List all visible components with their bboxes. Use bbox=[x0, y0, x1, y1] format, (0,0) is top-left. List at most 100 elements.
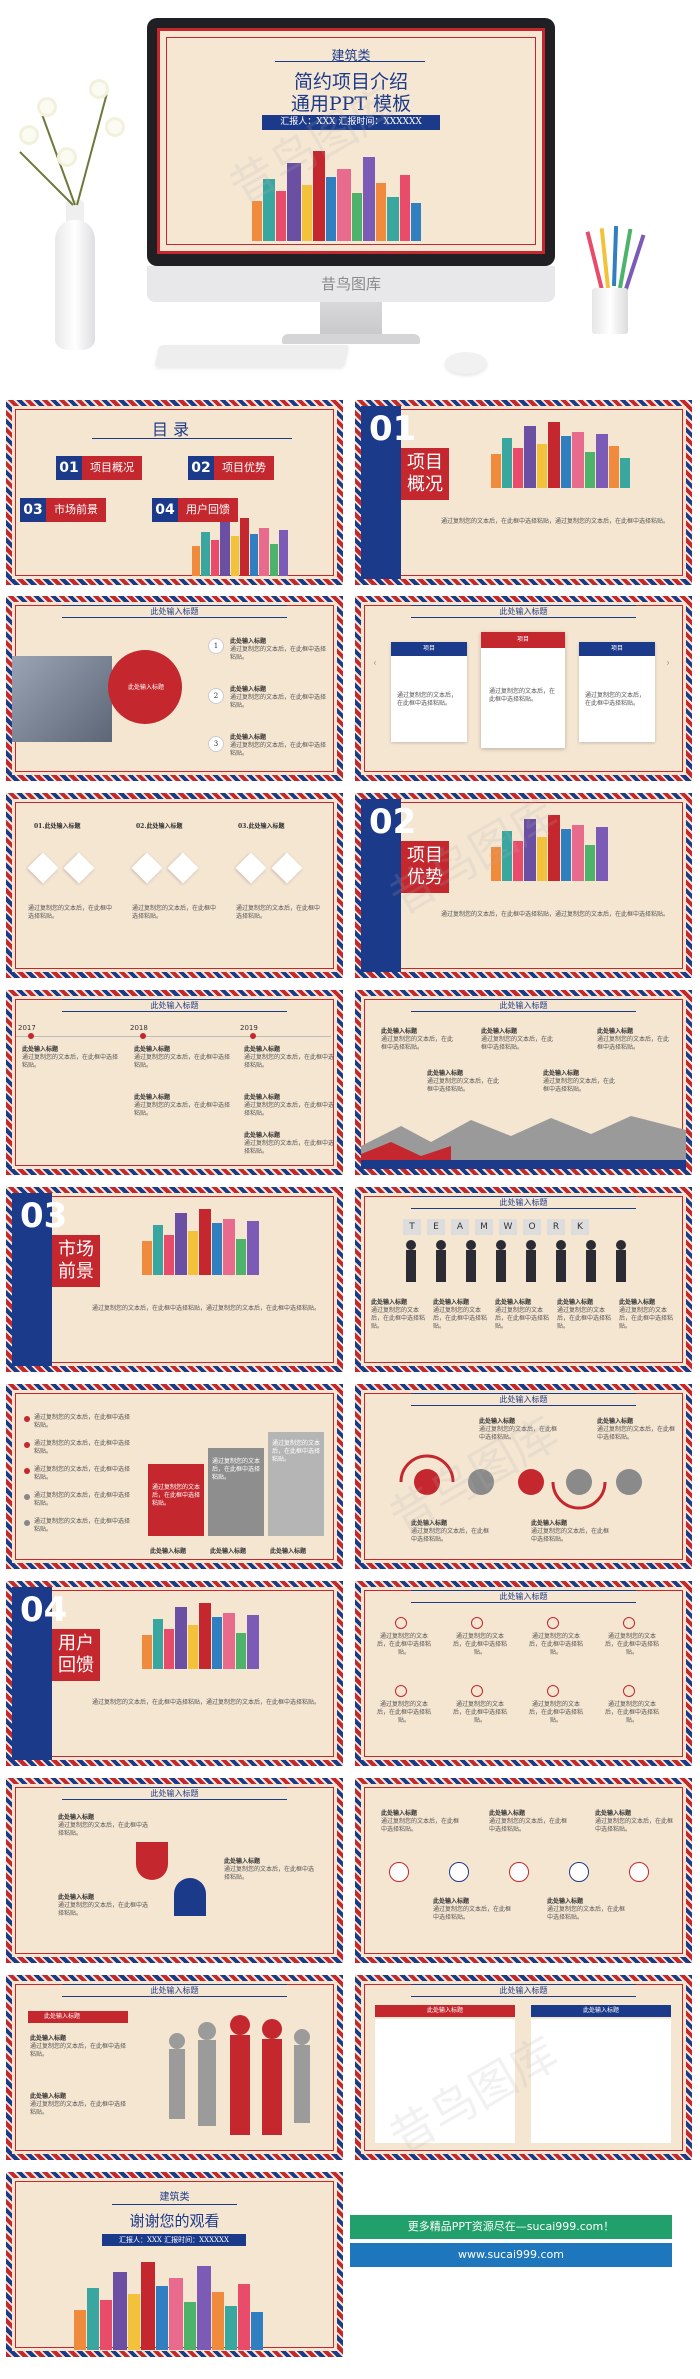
slide-toc[interactable]: 目 录 01 项目概况 02 项目优势 03 市场前景 04 用户回馈 bbox=[6, 400, 343, 585]
toc-num-03: 03 bbox=[20, 498, 46, 522]
section-number: 01 bbox=[369, 409, 417, 449]
milestone-text: 通过复制您的文本后，在此框中选择粘贴。 bbox=[597, 1036, 670, 1051]
slide-bubble-shapes[interactable]: 此处输入标题 此处输入标题 通过复制您的文本后，在此框中选择粘贴。 此处输入标题… bbox=[6, 1778, 343, 1963]
bullet-dot bbox=[24, 1520, 30, 1526]
toc-item-02[interactable]: 项目优势 bbox=[214, 456, 274, 480]
slide-ending[interactable]: 建筑类 谢谢您的观看 汇报人：XXX 汇报时间：XXXXXX bbox=[6, 2172, 343, 2357]
timeline-item-title: 此处输入标题 bbox=[134, 1094, 171, 1101]
hero-category: 建筑类 bbox=[331, 49, 371, 64]
header-rule-bottom bbox=[62, 1996, 287, 1997]
monitor-base bbox=[282, 334, 420, 344]
card-2[interactable]: 项目 通过复制您的文本后，在此框中选择粘贴。 bbox=[481, 632, 565, 748]
grid-text: 通过复制您的文本后，在此框中选择粘贴。 bbox=[529, 1633, 584, 1656]
city-skyline-illustration bbox=[252, 141, 421, 241]
header-rule-bottom bbox=[411, 1208, 636, 1209]
card-3[interactable]: 项目 通过复制您的文本后，在此框中选择粘贴。 bbox=[579, 642, 655, 742]
timeline-axis bbox=[16, 1036, 331, 1037]
bullet-dot bbox=[24, 1468, 30, 1474]
toc-item-03[interactable]: 市场前景 bbox=[46, 498, 106, 522]
member-title: 此处输入标题 bbox=[557, 1299, 594, 1306]
process-title: 此处输入标题 bbox=[411, 1520, 448, 1527]
milestone-text: 通过复制您的文本后，在此框中选择粘贴。 bbox=[427, 1078, 500, 1093]
laptop-photo bbox=[12, 656, 112, 742]
milestone-text: 通过复制您的文本后，在此框中选择粘贴。 bbox=[543, 1078, 616, 1093]
toc-item-04[interactable]: 用户回馈 bbox=[178, 498, 238, 522]
slide-gear-process[interactable]: 此处输入标题 此处输入标题 通过复制您的文本后，在此框中选择粘贴。 此处输入标题… bbox=[355, 1384, 692, 1569]
business-people-silhouettes bbox=[169, 2015, 310, 2135]
header-rule-bottom bbox=[411, 1405, 636, 1406]
card-3-tab: 项目 bbox=[579, 642, 655, 656]
slide-section-04[interactable]: 04 用户 回馈 通过复制您的文本后，在此框中选择粘贴，通过复制您的文本后，在此框… bbox=[6, 1581, 343, 1766]
slide-diamond-icons[interactable]: 01.此处输入标题 02.此处输入标题 03.此处输入标题 通过复制您的文本后，… bbox=[6, 793, 343, 978]
prev-arrow-icon[interactable]: ‹ bbox=[373, 658, 377, 669]
milestone-title: 此处输入标题 bbox=[481, 1028, 518, 1035]
bullet-text: 通过复制您的文本后，在此框中选择粘贴。 bbox=[34, 1492, 131, 1507]
header-rule-bottom bbox=[62, 1011, 287, 1012]
screen-border bbox=[166, 37, 536, 245]
mountain-silhouette bbox=[361, 1116, 686, 1169]
process-text: 通过复制您的文本后，在此框中选择粘贴。 bbox=[597, 1426, 676, 1441]
row-title: 此处输入标题 bbox=[381, 1810, 418, 1817]
grid-text: 通过复制您的文本后，在此框中选择粘贴。 bbox=[605, 1701, 660, 1724]
process-text: 通过复制您的文本后，在此框中选择粘贴。 bbox=[479, 1426, 558, 1441]
bubble-title: 此处输入标题 bbox=[58, 1814, 95, 1821]
bullet-text: 通过复制您的文本后，在此框中选择粘贴。 bbox=[34, 1414, 131, 1429]
member-title: 此处输入标题 bbox=[371, 1299, 408, 1306]
bubble-title: 此处输入标题 bbox=[224, 1858, 261, 1865]
toc-num-02: 02 bbox=[188, 456, 214, 480]
toc-item-01[interactable]: 项目概况 bbox=[82, 456, 142, 480]
ending-category: 建筑类 bbox=[159, 2192, 190, 2203]
step-block-light: 通过复制您的文本后，在此框中选择粘贴。 bbox=[268, 1432, 324, 1536]
milestone-title: 此处输入标题 bbox=[543, 1070, 580, 1077]
slide-two-panels[interactable]: 此处输入标题 此处输入标题 此处输入标题 bbox=[355, 1975, 692, 2160]
slide-frame bbox=[15, 802, 334, 969]
slide-mountain-timeline[interactable]: 此处输入标题 此处输入标题 通过复制您的文本后，在此框中选择粘贴。 此处输入标题… bbox=[355, 990, 692, 1175]
step-marker-1: 1 bbox=[208, 638, 224, 654]
mouse-icon bbox=[445, 352, 487, 374]
header-rule-top bbox=[62, 1984, 287, 1985]
flower-stem bbox=[76, 93, 108, 206]
timeline-item-title: 此处输入标题 bbox=[244, 1046, 281, 1053]
year-3: 2019 bbox=[240, 1024, 258, 1032]
city-skyline-illustration bbox=[491, 422, 630, 488]
member-title: 此处输入标题 bbox=[433, 1299, 470, 1306]
ending-title: 谢谢您的观看 bbox=[129, 2212, 220, 2230]
toc-rule bbox=[92, 438, 292, 439]
slide-frame bbox=[364, 1590, 683, 1757]
header-rule-top bbox=[411, 1393, 636, 1394]
slide-three-cards[interactable]: 此处输入标题 ‹ › 项目 通过复制您的文本后，在此框中选择粘贴。 项目 通过复… bbox=[355, 596, 692, 781]
slide-icon-row[interactable]: 此处输入标题 通过复制您的文本后，在此框中选择粘贴。 此处输入标题 通过复制您的… bbox=[355, 1778, 692, 1963]
promo-line-2[interactable]: www.sucai999.com bbox=[350, 2243, 672, 2267]
slide-bullets-steps[interactable]: 通过复制您的文本后，在此框中选择粘贴。 通过复制您的文本后，在此框中选择粘贴。 … bbox=[6, 1384, 343, 1569]
header-rule-bottom bbox=[411, 1996, 636, 1997]
slide-section-01[interactable]: 01 项目 概况 通过复制您的文本后，在此框中选择粘贴，通过复制您的文本后，在此框… bbox=[355, 400, 692, 585]
section-body-text: 通过复制您的文本后，在此框中选择粘贴，通过复制您的文本后，在此框中选择粘贴。 bbox=[441, 518, 670, 525]
hero-mockup: 建筑类 简约项目介绍 通用PPT 模板 汇报人：XXX 汇报时间：XXXXXX … bbox=[0, 0, 700, 392]
grid-text: 通过复制您的文本后，在此框中选择粘贴。 bbox=[605, 1633, 660, 1656]
vase-icon bbox=[55, 220, 95, 350]
step-1-text: 通过复制您的文本后，在此框中选择粘贴。 bbox=[230, 646, 327, 661]
bullet-text: 通过复制您的文本后，在此框中选择粘贴。 bbox=[34, 1466, 131, 1481]
slide-people-silhouettes[interactable]: 此处输入标题 此处输入标题 此处输入标题 通过复制您的文本后，在此框中选择粘贴。… bbox=[6, 1975, 343, 2160]
slide-timeline-years[interactable]: 此处输入标题 2017 2018 2019 此处输入标题 通过复制您的文本后，在… bbox=[6, 990, 343, 1175]
timeline-dot bbox=[140, 1033, 146, 1039]
panel-right-body bbox=[531, 2019, 671, 2143]
slide-section-02[interactable]: 02 项目 优势 通过复制您的文本后，在此框中选择粘贴，通过复制您的文本后，在此框… bbox=[355, 793, 692, 978]
slide-photo-steps[interactable]: 此处输入标题 此处输入标题 1 2 3 此处输入标题 通过复制您的文本后，在此框… bbox=[6, 596, 343, 781]
flower-icon bbox=[108, 120, 122, 134]
column-2-title: 02.此处输入标题 bbox=[136, 823, 183, 830]
card-1[interactable]: 项目 通过复制您的文本后，在此框中选择粘贴。 bbox=[391, 642, 467, 742]
section-side-bar bbox=[361, 799, 401, 972]
timeline-dot bbox=[28, 1033, 34, 1039]
teamwork-letter: O bbox=[523, 1219, 541, 1235]
timeline-item-title: 此处输入标题 bbox=[244, 1132, 281, 1139]
header-rule-top bbox=[62, 999, 287, 1000]
slide-icon-grid[interactable]: 此处输入标题 通过复制您的文本后，在此框中选择粘贴。 通过复制您的文本后，在此框… bbox=[355, 1581, 692, 1766]
teamwork-letter: M bbox=[475, 1219, 493, 1235]
next-arrow-icon[interactable]: › bbox=[666, 658, 670, 669]
promo-line-1[interactable]: 更多精品PPT资源尽在—sucai999.com！ bbox=[350, 2215, 672, 2239]
bullet-text: 通过复制您的文本后，在此框中选择粘贴。 bbox=[34, 1518, 131, 1533]
slide-teamwork[interactable]: 此处输入标题 T E A M W O R K 此处输入标题 通过复制您的文本后，… bbox=[355, 1187, 692, 1372]
slide-section-03[interactable]: 03 市场 前景 通过复制您的文本后，在此框中选择粘贴，通过复制您的文本后，在此框… bbox=[6, 1187, 343, 1372]
section-title: 项目 优势 bbox=[401, 841, 449, 893]
